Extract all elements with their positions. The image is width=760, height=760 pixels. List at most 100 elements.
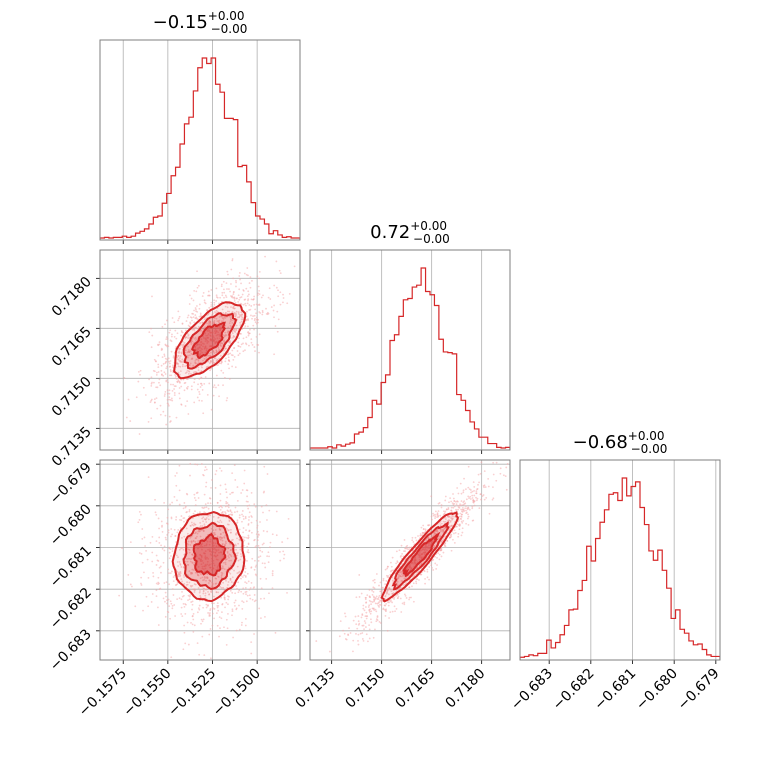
sample-point xyxy=(437,510,440,513)
sample-point xyxy=(241,520,243,523)
panel-background xyxy=(100,40,300,240)
sample-point xyxy=(193,583,196,585)
sample-point xyxy=(248,344,250,347)
sample-point xyxy=(375,620,378,623)
sample-point xyxy=(396,580,399,583)
sample-point xyxy=(180,578,183,581)
sample-point xyxy=(158,381,160,384)
sample-point xyxy=(179,355,182,357)
sample-point xyxy=(248,282,251,284)
sample-point xyxy=(247,580,250,583)
sample-point xyxy=(175,375,177,378)
sample-point xyxy=(372,595,375,598)
sample-point xyxy=(251,557,254,560)
sample-point xyxy=(174,385,177,388)
sample-point xyxy=(219,344,222,347)
sample-point xyxy=(193,327,196,330)
panel-0-0: −0.15+0.00 −0.00 xyxy=(99,9,301,244)
sample-point xyxy=(391,610,394,613)
sample-point xyxy=(171,317,174,319)
sample-point xyxy=(272,309,275,312)
sample-point xyxy=(428,542,431,545)
sample-point xyxy=(372,591,375,593)
sample-point xyxy=(170,602,173,605)
sample-point xyxy=(205,603,208,606)
sample-point xyxy=(250,305,253,307)
sample-point xyxy=(387,589,389,592)
sample-point xyxy=(150,346,153,349)
sample-point xyxy=(224,294,227,297)
sample-point xyxy=(198,604,201,607)
sample-point xyxy=(223,376,226,379)
sample-point xyxy=(260,587,263,590)
sample-point xyxy=(457,535,460,538)
sample-point xyxy=(165,538,167,541)
sample-point xyxy=(253,346,256,348)
sample-point xyxy=(175,472,178,474)
sample-point xyxy=(178,360,181,363)
sample-point xyxy=(178,489,181,492)
sample-point xyxy=(168,392,171,395)
sample-point xyxy=(249,587,252,589)
sample-point xyxy=(263,562,266,565)
sample-point xyxy=(245,315,248,318)
panel-1-1: 0.72+0.00 −0.00 xyxy=(309,219,511,454)
sample-point xyxy=(250,491,253,494)
sample-point xyxy=(226,331,229,334)
sample-point xyxy=(181,580,184,583)
density-contour xyxy=(192,532,227,577)
sample-point xyxy=(418,556,421,559)
sample-point xyxy=(343,632,346,635)
sample-point xyxy=(273,304,276,307)
sample-point xyxy=(173,574,176,577)
sample-point xyxy=(418,579,420,581)
sample-point xyxy=(195,310,197,312)
sample-point xyxy=(476,497,479,500)
sample-point xyxy=(242,289,245,291)
sample-point xyxy=(155,360,157,363)
sample-point xyxy=(163,545,166,548)
sample-point xyxy=(208,382,211,385)
sample-point xyxy=(430,564,432,567)
sample-point xyxy=(190,377,193,379)
sample-point xyxy=(418,558,421,561)
sample-point xyxy=(411,539,414,542)
sample-point xyxy=(164,357,167,360)
sample-point xyxy=(434,517,436,520)
sample-point xyxy=(213,317,216,320)
sample-point xyxy=(250,341,253,344)
sample-point xyxy=(424,528,427,531)
sample-point xyxy=(199,558,202,561)
sample-point xyxy=(178,357,181,359)
sample-point xyxy=(160,364,163,367)
sample-point xyxy=(250,567,253,569)
sample-point xyxy=(169,383,172,386)
x-tick-label: −0.1575 xyxy=(76,666,130,720)
sample-point xyxy=(219,627,221,630)
sample-point xyxy=(206,393,209,396)
sample-point xyxy=(176,363,179,365)
sample-point xyxy=(193,624,196,627)
sample-point xyxy=(143,571,145,574)
sample-point xyxy=(459,524,461,527)
sample-point xyxy=(362,604,365,607)
sample-point xyxy=(419,552,421,554)
sample-point xyxy=(138,552,141,554)
sample-point xyxy=(188,364,191,366)
sample-point xyxy=(214,577,217,580)
sample-point xyxy=(203,299,206,302)
sample-point xyxy=(173,335,176,338)
sample-point xyxy=(225,488,227,491)
sample-point xyxy=(174,535,177,537)
sample-point xyxy=(261,313,264,316)
sample-point xyxy=(423,547,425,550)
sample-point xyxy=(222,531,225,534)
sample-point xyxy=(203,587,206,590)
sample-point xyxy=(209,514,212,517)
sample-point xyxy=(226,523,229,526)
sample-point xyxy=(403,539,406,541)
sample-point xyxy=(237,341,240,344)
sample-point xyxy=(248,304,251,306)
sample-point xyxy=(205,521,208,523)
sample-point xyxy=(256,524,259,527)
